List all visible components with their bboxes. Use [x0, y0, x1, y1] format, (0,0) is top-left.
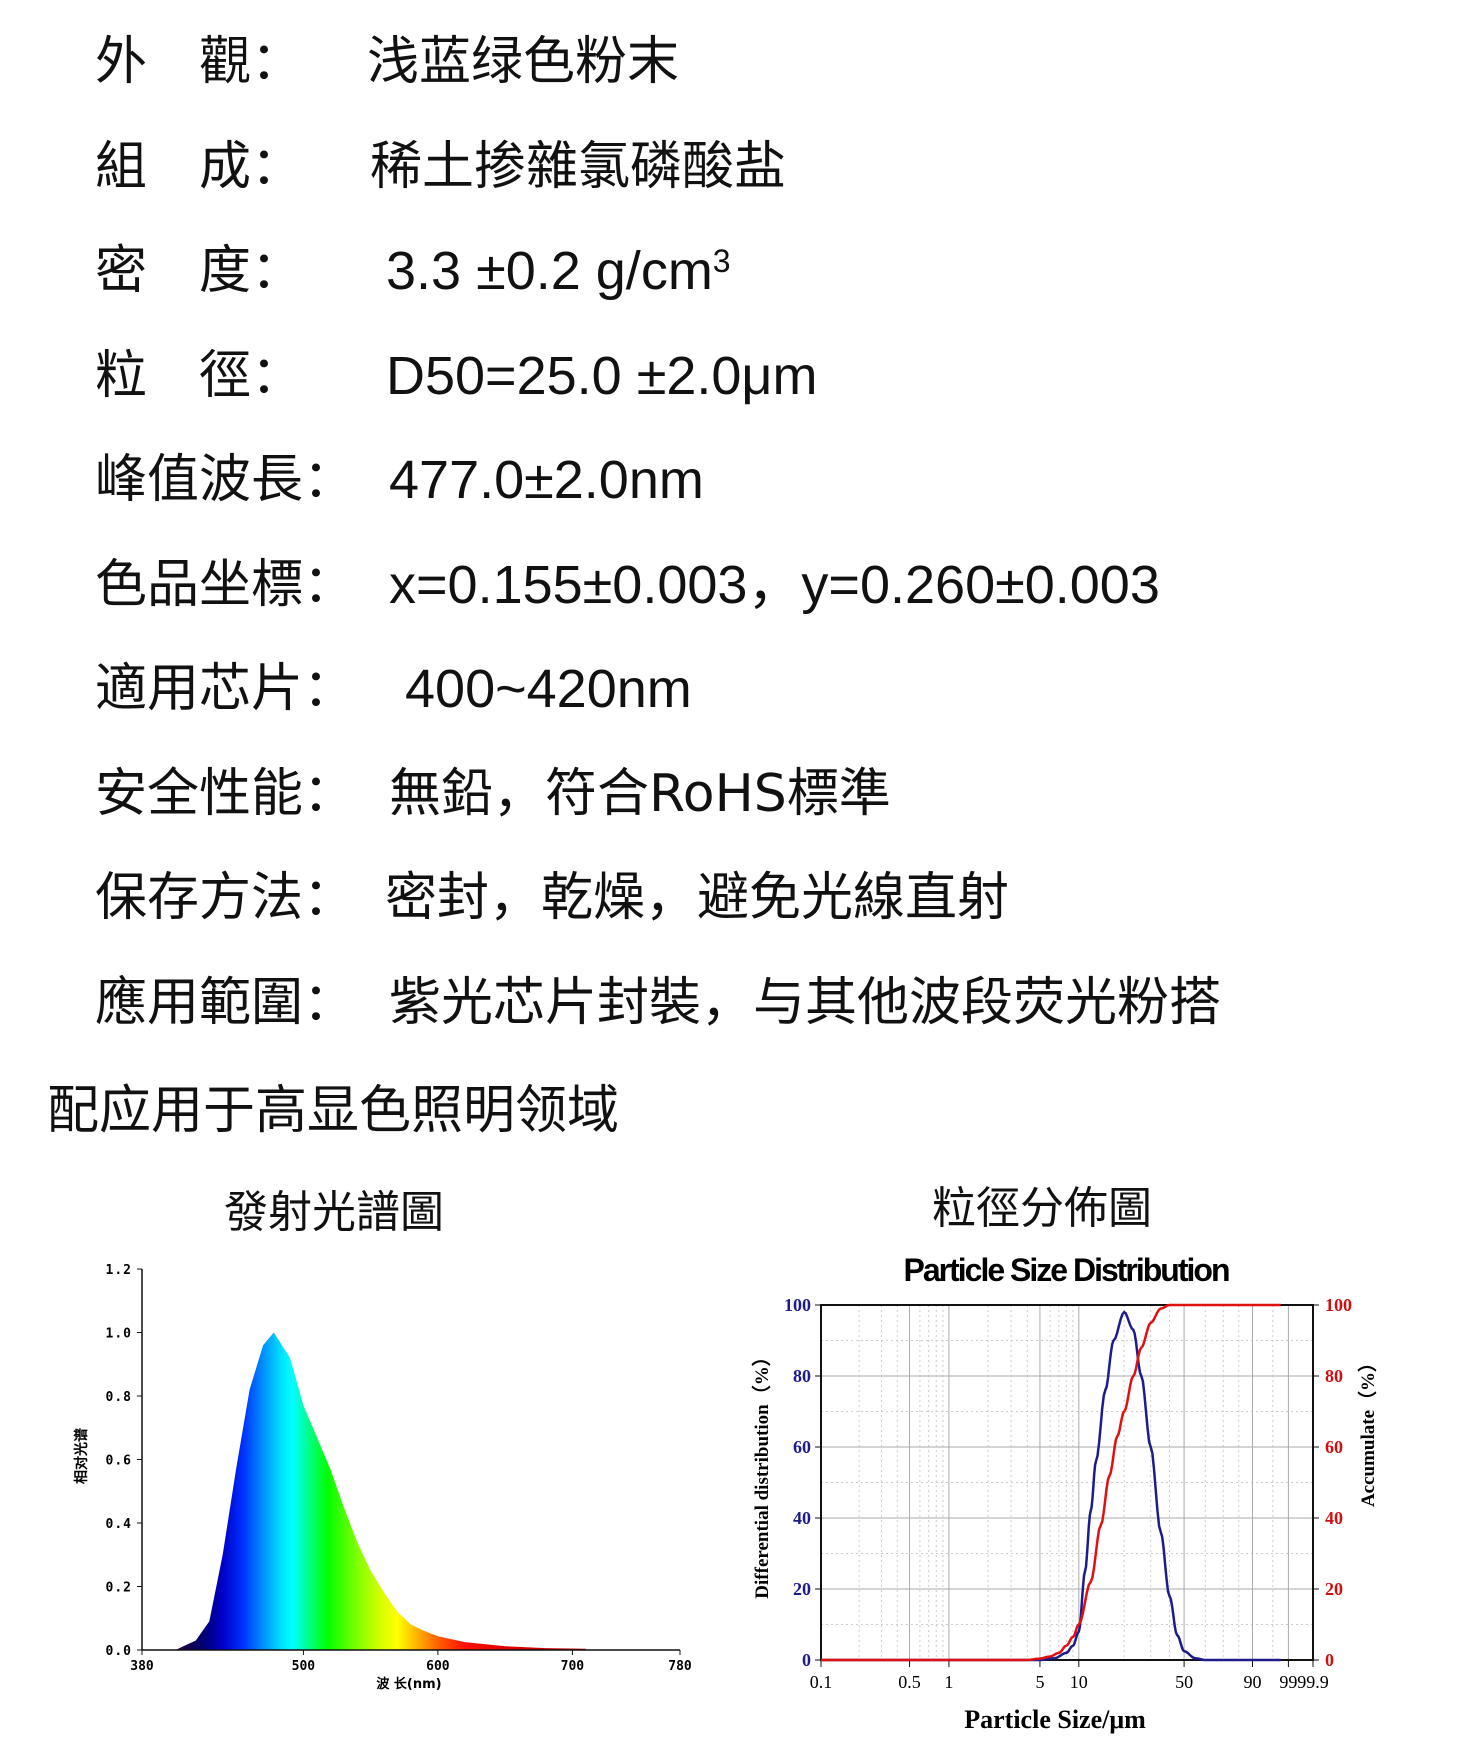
x-tick-label: 99.9 [1297, 1672, 1329, 1692]
y-tick-label: 1.0 [106, 1327, 132, 1342]
left-y-tick-label: 20 [793, 1579, 811, 1599]
left-y-axis-label: Differential distribution（%） [750, 1347, 773, 1598]
spec-label: 外 觀： [95, 32, 304, 92]
psd-title: Particle Size Distribution [904, 1252, 1229, 1288]
y-tick-label: 0.0 [106, 1644, 132, 1659]
x-tick-label: 700 [561, 1659, 585, 1674]
x-tick-label: 0.5 [898, 1672, 921, 1692]
x-tick-label: 780 [668, 1659, 692, 1674]
x-tick-label: 99 [1279, 1672, 1297, 1692]
right-y-tick-label: 60 [1325, 1437, 1343, 1457]
superscript: 3 [712, 243, 731, 279]
spec-label: 應用範圍： [95, 972, 356, 1033]
spec-value: 紫光芯片封裝，与其他波段荧光粉搭 [389, 972, 1222, 1033]
x-tick-label: 5 [1035, 1672, 1044, 1692]
x-tick-label: 1 [944, 1672, 953, 1692]
spec-label: 峰值波長： [95, 450, 356, 510]
y-tick-label: 1.2 [106, 1263, 132, 1278]
spec-value: 稀土掺雜氯磷酸盐 [370, 136, 787, 197]
spec-value: 密封，乾燥，避免光線直射 [385, 868, 1010, 928]
x-tick-label: 10 [1070, 1672, 1088, 1692]
spec-label: 粒 徑： [95, 345, 304, 406]
spec-value: 無鉛，符合RoHS標準 [389, 763, 891, 824]
spec-value: D50=25.0 ±2.0μm [386, 345, 818, 406]
spec-label: 安全性能： [95, 763, 356, 824]
left-y-tick-label: 80 [793, 1366, 811, 1386]
spec-value: 3.3 ±0.2 g/cm3 [386, 241, 731, 301]
spec-label: 組 成： [95, 136, 304, 197]
right-y-tick-label: 40 [1325, 1508, 1343, 1528]
y-tick-label: 0.8 [106, 1390, 132, 1405]
right-y-tick-label: 20 [1325, 1579, 1343, 1599]
plot-frame [820, 1304, 1314, 1661]
spectrum-heading: 發射光譜圖 [224, 1187, 444, 1238]
right-y-tick-label: 0 [1325, 1650, 1334, 1670]
x-tick-label: 0.1 [810, 1672, 833, 1692]
left-y-tick-label: 0 [802, 1650, 811, 1670]
spectrum-area [175, 1332, 586, 1650]
y-tick-label: 0.6 [106, 1454, 132, 1469]
x-tick-label: 500 [292, 1659, 316, 1674]
left-y-tick-label: 100 [784, 1295, 811, 1315]
spec-value: 400~420nm [405, 659, 692, 719]
spec-label: 密 度： [95, 241, 304, 301]
spec-label: 保存方法： [95, 868, 356, 928]
x-tick-label: 600 [426, 1659, 450, 1674]
differential-curve [821, 1310, 1281, 1662]
y-tick-label: 0.4 [106, 1517, 132, 1532]
spec-label: 適用芯片： [95, 659, 356, 719]
left-y-tick-label: 40 [793, 1508, 811, 1528]
right-y-tick-label: 80 [1325, 1366, 1343, 1386]
y-tick-label: 0.2 [106, 1581, 132, 1596]
x-tick-label: 50 [1175, 1672, 1193, 1692]
left-y-tick-label: 60 [793, 1437, 811, 1457]
application-continued: 配应用于高显色照明领域 [47, 1081, 620, 1141]
x-axis-label: 波 长(nm) [376, 1676, 441, 1692]
spec-value: 浅蓝绿色粉末 [367, 32, 680, 92]
right-y-axis-label: Accumulate（%） [1356, 1353, 1379, 1507]
right-y-tick-label: 100 [1325, 1295, 1352, 1315]
y-axis-label: 相对光谱 [73, 1428, 90, 1484]
accumulate-curve [821, 1303, 1281, 1662]
x-tick-label: 380 [130, 1659, 154, 1674]
spec-value: 477.0±2.0nm [389, 450, 704, 510]
psd-heading: 粒徑分佈圖 [932, 1183, 1152, 1234]
x-axis-label: Particle Size/μm [964, 1705, 1146, 1734]
x-tick-label: 90 [1243, 1672, 1261, 1692]
spec-value: x=0.155±0.003，y=0.260±0.003 [389, 554, 1160, 615]
spec-label: 色品坐標： [95, 554, 356, 615]
